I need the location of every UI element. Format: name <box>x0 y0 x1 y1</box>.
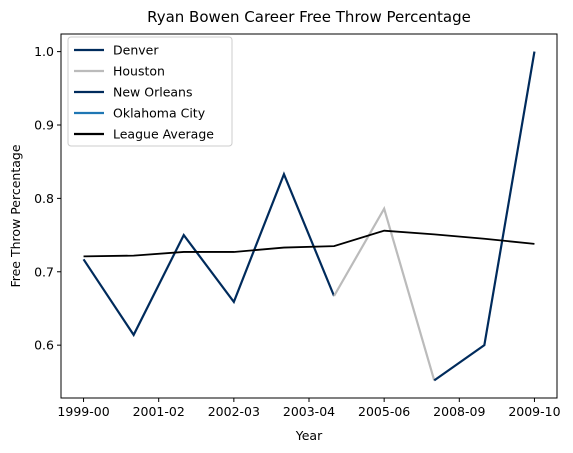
x-tick-label: 2001-02 <box>133 404 185 419</box>
series-line-denver <box>82 171 336 338</box>
legend-label-oklahoma-city: Oklahoma City <box>113 106 206 121</box>
legend-label-denver: Denver <box>113 43 159 58</box>
y-tick-label: 0.6 <box>34 338 54 353</box>
y-tick-label: 0.8 <box>34 191 54 206</box>
x-axis-title: Year <box>295 428 323 443</box>
series-line-league-average <box>83 229 535 258</box>
legend-frame <box>67 36 233 147</box>
legend-label-league-average: League Average <box>113 127 214 142</box>
y-axis-title: Free Throw Percentage <box>8 144 23 287</box>
legend-label-houston: Houston <box>113 64 165 79</box>
series-layer <box>82 51 536 382</box>
legend: Denver Houston New Orleans Oklahoma City Lea… <box>67 36 233 147</box>
series-line-houston <box>333 205 436 381</box>
x-tick-label: 2008-09 <box>433 404 485 419</box>
x-tick-label: 2005-06 <box>358 404 410 419</box>
x-tick-label: 2003-04 <box>283 404 335 419</box>
y-tick-label: 0.7 <box>34 264 54 279</box>
x-tick-label: 1999-00 <box>57 404 109 419</box>
y-tick-label: 0.9 <box>34 118 54 133</box>
series-line-new-orleans <box>433 51 536 382</box>
x-tick-label: 2002-03 <box>208 404 260 419</box>
axes-layer: 1999-00 2001-02 2002-03 2003-04 2005-06 2008-… <box>34 44 561 419</box>
chart-title: Ryan Bowen Career Free Throw Percentage <box>147 8 471 26</box>
x-tick-label: 2009-10 <box>508 404 560 419</box>
y-tick-label: 1.0 <box>34 44 54 59</box>
legend-label-new-orleans: New Orleans <box>113 85 192 100</box>
